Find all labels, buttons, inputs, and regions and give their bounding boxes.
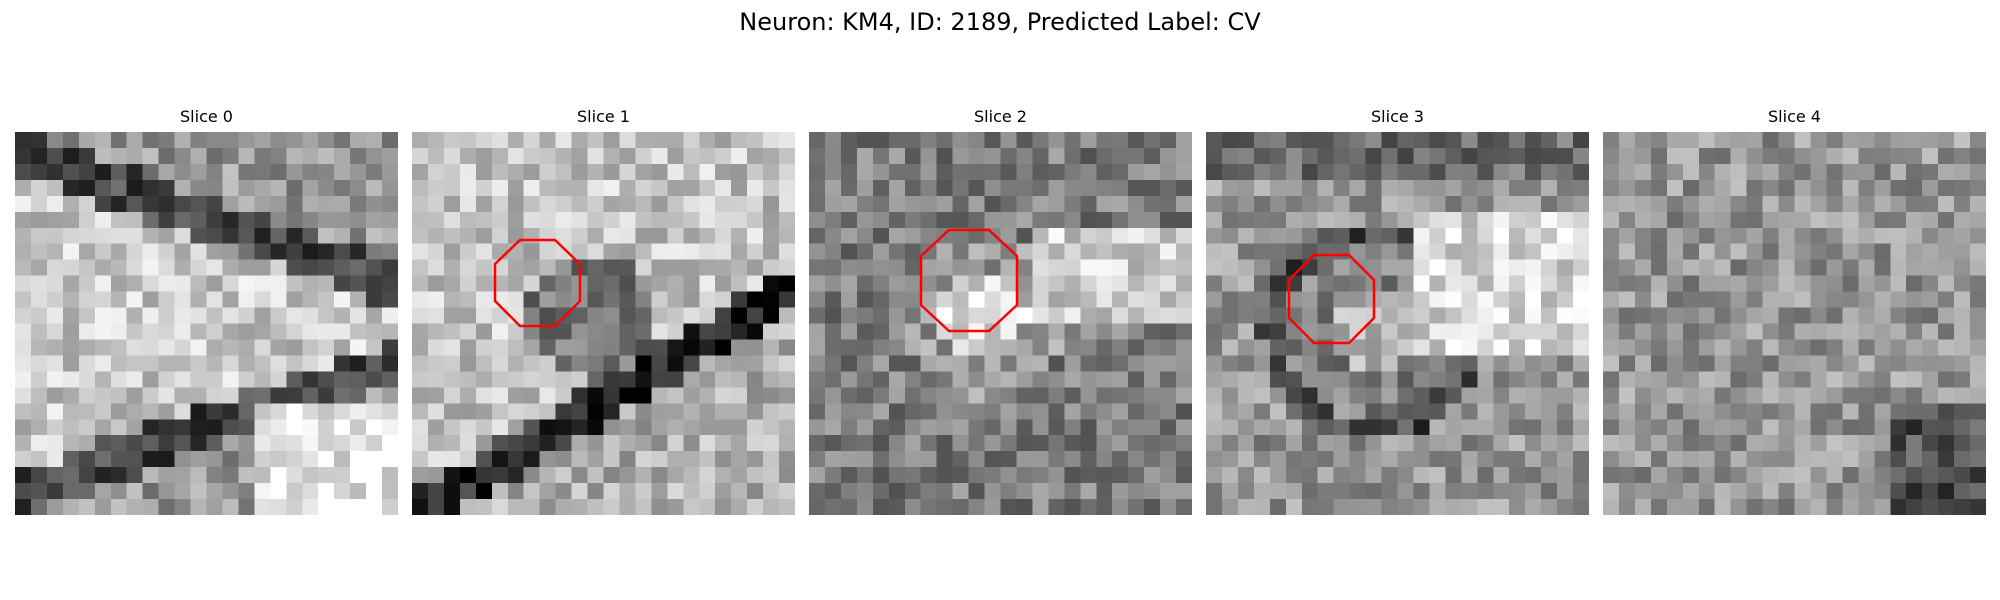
roi-octagon-slice-2 — [919, 228, 1019, 333]
roi-overlay-slice-2 — [919, 228, 1019, 333]
roi-octagon-slice-1 — [493, 238, 582, 328]
roi-overlay-slice-3 — [1287, 253, 1376, 345]
slice-title-4: Slice 4 — [1768, 107, 1821, 126]
figure-title: Neuron: KM4, ID: 2189, Predicted Label: … — [739, 8, 1261, 36]
roi-octagon-slice-3 — [1287, 253, 1376, 345]
microscopy-image-slice-0 — [15, 132, 398, 515]
microscopy-image-slice-3 — [1206, 132, 1589, 515]
slice-panel-3: Slice 3 — [1206, 107, 1589, 515]
slice-panel-0: Slice 0 — [15, 107, 398, 515]
microscopy-image-slice-1 — [412, 132, 795, 515]
slice-title-2: Slice 2 — [974, 107, 1027, 126]
microscopy-image-slice-4 — [1603, 132, 1986, 515]
slice-title-0: Slice 0 — [180, 107, 233, 126]
roi-overlay-slice-1 — [493, 238, 582, 328]
slice-panel-1: Slice 1 — [412, 107, 795, 515]
slice-title-3: Slice 3 — [1371, 107, 1424, 126]
slice-panel-2: Slice 2 — [809, 107, 1192, 515]
slice-panel-4: Slice 4 — [1603, 107, 1986, 515]
slice-title-1: Slice 1 — [577, 107, 630, 126]
microscopy-image-slice-2 — [809, 132, 1192, 515]
